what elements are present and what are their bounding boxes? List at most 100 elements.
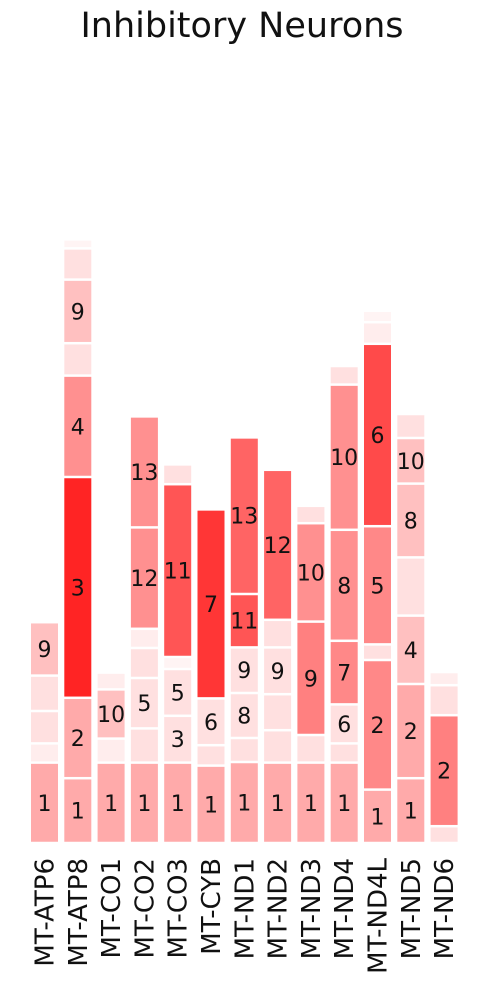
segment-label-mt-nd3-2: 9 bbox=[304, 667, 318, 692]
segment-label-mt-atp8-5: 9 bbox=[71, 300, 85, 325]
segment-label-mt-nd4l-0: 1 bbox=[371, 805, 385, 830]
bar-segment-mt-co2-5 bbox=[130, 528, 158, 628]
bar-segment-mt-co3-2 bbox=[164, 670, 192, 715]
segment-label-mt-nd4l-1: 2 bbox=[371, 714, 385, 739]
bar-segment-mt-nd1-3 bbox=[230, 648, 258, 692]
bar-segment-mt-atp6-0 bbox=[31, 763, 58, 842]
bar-segment-mt-cyb-1 bbox=[197, 746, 225, 765]
segment-label-mt-co3-0: 1 bbox=[171, 792, 185, 817]
bar-segment-mt-nd4-4 bbox=[330, 531, 358, 640]
bar-segment-mt-co2-0 bbox=[130, 763, 158, 842]
bar-segment-mt-atp6-4 bbox=[31, 623, 58, 675]
bar-segment-mt-nd1-2 bbox=[230, 694, 258, 737]
bar-segment-mt-nd5-6 bbox=[397, 415, 425, 437]
segment-label-mt-nd1-0: 1 bbox=[237, 792, 251, 817]
segment-label-mt-nd4-0: 1 bbox=[337, 792, 351, 817]
bar-segment-mt-nd5-1 bbox=[397, 685, 425, 777]
segment-label-mt-atp6-0: 1 bbox=[38, 792, 52, 817]
bar-segment-mt-nd5-2 bbox=[397, 616, 425, 683]
segment-label-mt-co3-1: 3 bbox=[171, 728, 185, 753]
bar-segment-mt-co3-5 bbox=[164, 465, 192, 483]
bar-segment-mt-atp8-2 bbox=[64, 478, 92, 697]
segment-label-mt-nd4-3: 7 bbox=[337, 662, 351, 687]
bar-segment-mt-nd3-0 bbox=[297, 763, 325, 842]
bar-segment-mt-nd4l-4 bbox=[364, 345, 391, 525]
segment-label-mt-nd5-1: 2 bbox=[404, 720, 418, 745]
bar-segment-mt-co3-4 bbox=[164, 485, 192, 656]
bar-segment-mt-atp8-1 bbox=[64, 699, 92, 777]
segment-labels-layer: 1912349110151213135111671891113191219101… bbox=[38, 300, 452, 830]
bar-segment-mt-atp6-1 bbox=[31, 744, 58, 762]
segment-label-mt-co2-0: 1 bbox=[137, 792, 151, 817]
bar-segment-mt-nd4l-0 bbox=[364, 790, 391, 842]
x-tick-label-mt-nd6: MT-ND6 bbox=[430, 858, 460, 959]
segment-label-mt-nd4l-3: 5 bbox=[371, 574, 385, 599]
bar-segment-mt-nd5-4 bbox=[397, 484, 425, 557]
bar-segment-mt-co2-1 bbox=[130, 729, 158, 762]
chart-title: Inhibitory Neurons bbox=[80, 6, 404, 46]
bar-segment-mt-nd4-1 bbox=[330, 744, 358, 762]
bar-segment-mt-nd4-0 bbox=[330, 763, 358, 842]
bar-segment-mt-co2-4 bbox=[130, 630, 158, 647]
x-tick-label-mt-nd1: MT-ND1 bbox=[230, 858, 260, 959]
segment-label-mt-co3-2: 5 bbox=[171, 681, 185, 706]
segment-label-mt-nd2-0: 1 bbox=[271, 792, 285, 817]
segment-label-mt-nd4l-4: 6 bbox=[371, 424, 385, 449]
segment-label-mt-nd1-2: 8 bbox=[237, 705, 251, 730]
bar-segment-mt-nd1-4 bbox=[230, 595, 258, 647]
bar-segment-mt-nd6-1 bbox=[430, 716, 458, 825]
segment-label-mt-nd1-4: 11 bbox=[230, 610, 258, 635]
segment-label-mt-co2-5: 12 bbox=[130, 567, 158, 592]
segment-label-mt-nd4-2: 6 bbox=[337, 713, 351, 738]
bar-segment-mt-nd3-2 bbox=[297, 622, 325, 734]
segment-label-mt-atp6-4: 9 bbox=[38, 638, 52, 663]
bar-segment-mt-nd4l-3 bbox=[364, 527, 391, 644]
bar-segment-mt-atp8-4 bbox=[64, 344, 92, 375]
bar-segment-mt-nd4-3 bbox=[330, 642, 358, 704]
bar-segment-mt-co1-1 bbox=[97, 739, 125, 762]
bar-segment-mt-co3-1 bbox=[164, 717, 192, 762]
bar-segment-mt-nd5-0 bbox=[397, 779, 425, 842]
segment-label-mt-co1-0: 1 bbox=[104, 792, 118, 817]
segment-label-mt-nd5-2: 4 bbox=[404, 639, 418, 664]
bar-segment-mt-nd2-2 bbox=[264, 695, 292, 729]
segment-label-mt-nd2-5: 12 bbox=[264, 534, 292, 559]
segment-label-mt-nd2-3: 9 bbox=[271, 660, 285, 685]
bar-segment-mt-nd4-2 bbox=[330, 705, 358, 743]
segment-label-mt-co1-2: 10 bbox=[97, 703, 125, 728]
bar-segment-mt-atp8-3 bbox=[64, 376, 92, 476]
x-tick-label-mt-atp6: MT-ATP6 bbox=[31, 858, 61, 967]
bar-segment-mt-co1-3 bbox=[97, 673, 125, 689]
bar-segment-mt-nd3-3 bbox=[297, 524, 325, 621]
bar-segment-mt-atp8-7 bbox=[64, 240, 92, 248]
bar-segment-mt-atp8-5 bbox=[64, 280, 92, 342]
bar-segment-mt-atp8-6 bbox=[64, 249, 92, 279]
bar-segment-mt-nd1-5 bbox=[230, 438, 258, 593]
bar-segment-mt-nd4l-5 bbox=[364, 323, 391, 343]
x-tick-label-mt-co2: MT-CO2 bbox=[130, 858, 160, 958]
segment-label-mt-atp8-1: 2 bbox=[71, 727, 85, 752]
bar-segment-mt-cyb-3 bbox=[197, 510, 225, 698]
bar-segment-mt-co3-3 bbox=[164, 658, 192, 668]
bar-segment-mt-nd6-0 bbox=[430, 827, 458, 842]
bar-segment-mt-nd6-2 bbox=[430, 686, 458, 714]
segment-label-mt-nd3-3: 10 bbox=[297, 561, 325, 586]
x-tick-label-mt-nd4: MT-ND4 bbox=[330, 858, 360, 959]
segment-label-mt-atp8-2: 3 bbox=[71, 576, 85, 601]
bar-segment-mt-nd2-1 bbox=[264, 731, 292, 762]
bar-segment-mt-nd3-1 bbox=[297, 736, 325, 762]
x-tick-label-mt-nd2: MT-ND2 bbox=[264, 858, 294, 959]
x-tick-label-mt-nd4l: MT-ND4L bbox=[364, 857, 394, 973]
segment-label-mt-nd5-5: 10 bbox=[397, 450, 425, 475]
segment-label-mt-nd1-5: 13 bbox=[230, 505, 258, 530]
bar-segment-mt-co1-2 bbox=[97, 690, 125, 738]
bar-segment-mt-nd4-6 bbox=[330, 367, 358, 384]
bar-segment-mt-co1-0 bbox=[97, 763, 125, 842]
segment-label-mt-cyb-3: 7 bbox=[204, 593, 218, 618]
bar-segment-mt-nd4-5 bbox=[330, 385, 358, 529]
segment-label-mt-nd4-4: 8 bbox=[337, 574, 351, 599]
segment-label-mt-co2-2: 5 bbox=[137, 692, 151, 717]
bar-segment-mt-nd5-5 bbox=[397, 439, 425, 483]
segment-label-mt-nd1-3: 9 bbox=[237, 659, 251, 684]
bar-segment-mt-nd1-1 bbox=[230, 739, 258, 761]
